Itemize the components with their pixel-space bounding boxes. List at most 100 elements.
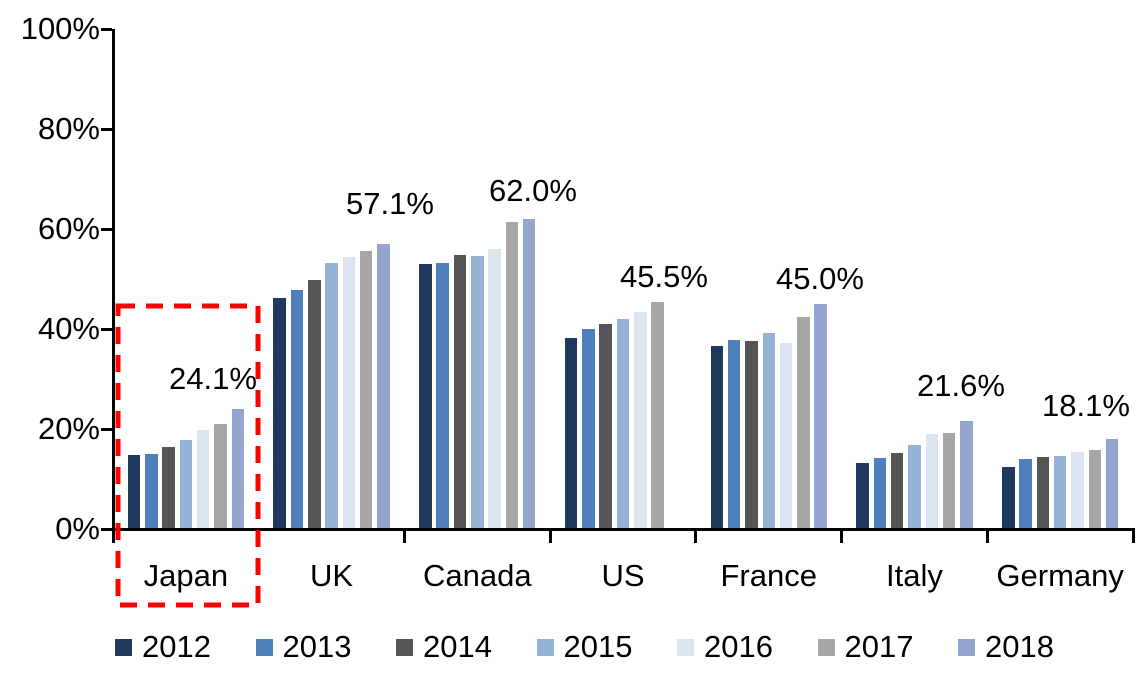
bar-canada-2015 xyxy=(471,256,484,529)
bar-canada-2016 xyxy=(488,249,501,529)
bar-japan-2013 xyxy=(145,454,158,529)
annotation-italy: 21.6% xyxy=(917,368,1005,403)
annotation-canada: 62.0% xyxy=(489,173,577,208)
x-tick-mark xyxy=(402,529,406,543)
category-label-uk: UK xyxy=(310,558,354,593)
bar-uk-2014 xyxy=(308,280,321,529)
bar-france-2015 xyxy=(762,332,775,529)
bar-germany-2013 xyxy=(1019,459,1032,529)
legend-swatch-2012 xyxy=(115,638,132,656)
legend-item-2012: 2012 xyxy=(115,629,211,665)
legend-label-2012: 2012 xyxy=(142,629,211,664)
bar-italy-2015 xyxy=(908,444,921,529)
annotation-germany: 18.1% xyxy=(1042,388,1130,423)
bar-japan-2018 xyxy=(231,408,244,529)
annotation-japan: 24.1% xyxy=(169,361,257,396)
y-tick-label-60pct: 60% xyxy=(37,211,100,246)
y-tick-mark xyxy=(101,427,112,431)
legend-label-2015: 2015 xyxy=(563,629,633,664)
category-label-canada: Canada xyxy=(422,558,532,593)
legend-item-2015: 2015 xyxy=(536,629,633,665)
y-tick-label-80pct: 80% xyxy=(37,111,100,146)
bar-germany-2012 xyxy=(1002,466,1015,529)
bar-canada-2012 xyxy=(419,264,432,529)
legend-label-2013: 2013 xyxy=(282,629,352,664)
bar-italy-2018 xyxy=(960,421,973,529)
bar-canada-2018 xyxy=(522,219,536,529)
bar-italy-2014 xyxy=(890,453,904,529)
y-tick-mark xyxy=(101,227,112,231)
legend-item-2018: 2018 xyxy=(958,629,1054,665)
legend-item-2016: 2016 xyxy=(677,629,773,665)
bar-france-2018 xyxy=(814,304,827,529)
legend-label-2018: 2018 xyxy=(985,629,1054,664)
y-axis-line xyxy=(111,29,115,543)
bar-japan-2012 xyxy=(127,455,141,529)
bar-japan-2015 xyxy=(179,439,193,529)
bar-canada-2013 xyxy=(436,262,449,529)
x-axis-line xyxy=(111,527,1135,531)
bar-france-2013 xyxy=(727,340,741,529)
bar-italy-2017 xyxy=(942,432,956,529)
y-tick-mark xyxy=(101,327,112,331)
x-tick-mark xyxy=(548,529,552,543)
bar-uk-2012 xyxy=(273,298,286,529)
category-label-us: US xyxy=(601,558,645,593)
x-tick-mark xyxy=(111,529,115,543)
bar-uk-2015 xyxy=(325,263,338,529)
bar-germany-2016 xyxy=(1071,452,1084,529)
bar-us-2013 xyxy=(582,329,595,529)
bar-germany-2015 xyxy=(1053,456,1067,529)
legend-item-2013: 2013 xyxy=(255,629,352,665)
x-tick-mark xyxy=(694,529,698,543)
bar-us-2012 xyxy=(564,337,578,529)
bar-france-2014 xyxy=(745,341,758,529)
bar-italy-2012 xyxy=(856,462,869,529)
legend-swatch-2013 xyxy=(255,638,273,656)
y-tick-mark xyxy=(101,527,112,531)
y-tick-label-0pct: 0% xyxy=(55,511,100,546)
legend-swatch-2016 xyxy=(677,638,694,656)
bar-us-2017 xyxy=(651,301,664,529)
bar-uk-2016 xyxy=(342,256,356,529)
bar-germany-2018 xyxy=(1105,438,1119,529)
x-tick-mark xyxy=(257,529,261,543)
bar-uk-2017 xyxy=(359,250,373,529)
legend-item-2014: 2014 xyxy=(396,629,492,665)
category-label-italy: Italy xyxy=(885,558,943,593)
bar-japan-2014 xyxy=(162,446,175,529)
x-tick-mark xyxy=(1131,529,1135,543)
bar-france-2017 xyxy=(797,317,810,529)
legend-swatch-2015 xyxy=(536,638,554,656)
bar-italy-2016 xyxy=(925,434,938,529)
bar-japan-2016 xyxy=(196,430,210,529)
bar-us-2015 xyxy=(616,319,630,529)
bar-uk-2018 xyxy=(377,243,390,529)
y-tick-label-100pct: 100% xyxy=(20,11,100,46)
y-tick-label-20pct: 20% xyxy=(37,411,100,446)
y-tick-label-40pct: 40% xyxy=(37,311,100,346)
bar-japan-2017 xyxy=(214,424,227,529)
legend-label-2014: 2014 xyxy=(423,629,492,664)
bar-france-2016 xyxy=(779,342,793,529)
bar-us-2016 xyxy=(634,311,647,529)
category-label-japan: Japan xyxy=(143,558,229,593)
annotation-france: 45.0% xyxy=(776,261,864,296)
bar-germany-2017 xyxy=(1088,450,1101,529)
bar-germany-2014 xyxy=(1036,457,1050,529)
bar-uk-2013 xyxy=(290,290,304,529)
legend-label-2016: 2016 xyxy=(704,629,773,664)
x-tick-mark xyxy=(840,529,844,543)
legend-item-2017: 2017 xyxy=(817,629,914,665)
bar-france-2012 xyxy=(710,346,724,529)
legend-swatch-2018 xyxy=(958,638,975,656)
annotation-uk: 57.1% xyxy=(346,186,434,221)
category-label-france: France xyxy=(720,558,817,593)
annotation-us: 45.5% xyxy=(620,259,708,294)
bar-canada-2017 xyxy=(505,221,519,529)
category-label-germany: Germany xyxy=(996,558,1124,593)
legend-label-2017: 2017 xyxy=(844,629,914,664)
x-tick-mark xyxy=(985,529,989,543)
legend: 2012 2013 2014 2015 2016 2017 2018 xyxy=(0,629,1142,665)
